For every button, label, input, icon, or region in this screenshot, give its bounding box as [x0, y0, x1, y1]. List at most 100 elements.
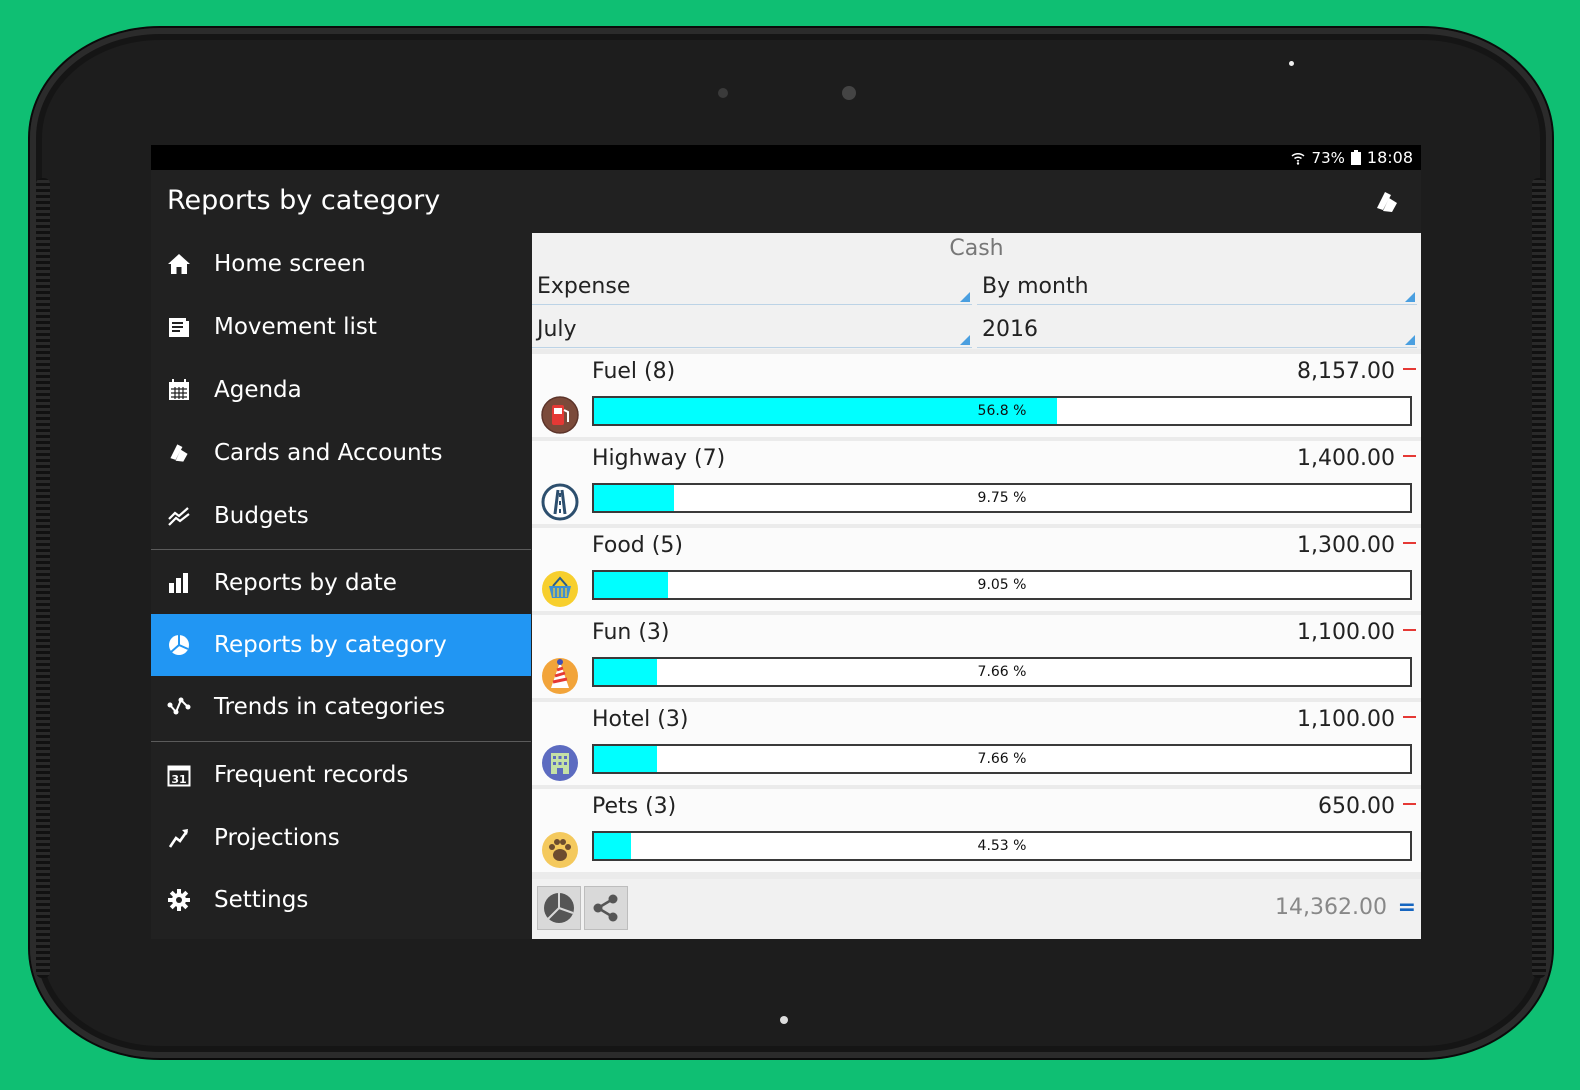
nav-label: Agenda [214, 377, 302, 403]
year-spinner[interactable]: 2016 [977, 309, 1417, 348]
filter-panel: Cash Expense By month July 2016 [532, 233, 1421, 349]
page-title: Reports by category [167, 185, 441, 216]
category-row[interactable]: Highway (7) 1,400.00 9.75 % [532, 441, 1421, 524]
nav-item-budgets[interactable]: Budgets [151, 485, 531, 547]
period-spinner[interactable]: By month [977, 266, 1417, 305]
percentage-fill [594, 572, 668, 598]
category-amount: 1,100.00 [1297, 620, 1395, 645]
clock: 18:08 [1366, 148, 1413, 167]
nav-item-trends-in-categories[interactable]: Trends in categories [151, 676, 531, 738]
minus-sign-icon [1403, 629, 1416, 631]
percentage-label: 56.8 % [977, 403, 1027, 419]
spinner-arrow-icon [1405, 335, 1415, 345]
app-bar: Reports by category [151, 170, 1421, 233]
cards-icon[interactable] [1373, 188, 1401, 216]
fuel-pump-icon [541, 396, 579, 434]
category-row[interactable]: Hotel (3) 1,100.00 7.66 % [532, 702, 1421, 785]
battery-icon [1350, 150, 1361, 165]
percentage-label: 4.53 % [977, 838, 1027, 854]
category-name: Food (5) [592, 533, 683, 558]
pie-chart-icon [166, 632, 192, 658]
share-icon [593, 894, 618, 922]
spinner-arrow-icon [960, 292, 970, 302]
total-equals-sign: = [1397, 895, 1416, 920]
category-amount: 1,100.00 [1297, 707, 1395, 732]
pie-chart-button[interactable] [537, 886, 581, 930]
speaker-grille-right [1532, 178, 1546, 978]
status-bar: 73% 18:08 [151, 145, 1421, 170]
category-name: Fuel (8) [592, 359, 676, 384]
percentage-label: 9.75 % [977, 490, 1027, 506]
nav-item-movement-list[interactable]: Movement list [151, 296, 531, 358]
nav-item-home-screen[interactable]: Home screen [151, 233, 531, 295]
nav-item-projections[interactable]: Projections [151, 807, 531, 869]
nav-item-agenda[interactable]: Agenda [151, 359, 531, 421]
party-hat-icon [542, 658, 578, 694]
bar-chart-icon [166, 570, 192, 596]
nav-divider [151, 741, 531, 742]
nav-label: Frequent records [214, 762, 409, 788]
nav-label: Settings [214, 887, 309, 913]
type-value: Expense [537, 274, 631, 299]
nav-item-frequent-records[interactable]: 31 Frequent records [151, 744, 531, 806]
basket-icon [542, 571, 578, 607]
minus-sign-icon [1403, 716, 1416, 718]
minus-sign-icon [1403, 455, 1416, 457]
home-dot [780, 1016, 788, 1024]
sensor-dot [718, 88, 728, 98]
category-amount: 1,400.00 [1297, 446, 1395, 471]
minus-sign-icon [1403, 542, 1416, 544]
nav-label: Movement list [214, 314, 377, 340]
calendar-icon [166, 377, 192, 403]
list-icon [166, 314, 192, 340]
nav-item-reports-by-date[interactable]: Reports by date [151, 552, 531, 614]
percentage-bar: 7.66 % [592, 744, 1412, 774]
report-panel: Cash Expense By month July 2016 Fuel (8)… [532, 233, 1421, 939]
percentage-label: 7.66 % [977, 664, 1027, 680]
nav-item-reports-by-category[interactable]: Reports by category [151, 614, 531, 676]
percentage-bar: 4.53 % [592, 831, 1412, 861]
budget-chart-icon [166, 503, 192, 529]
category-row[interactable]: Fuel (8) 8,157.00 56.8 % [532, 354, 1421, 437]
minus-sign-icon [1403, 368, 1416, 370]
spinner-arrow-icon [960, 335, 970, 345]
calendar-31-icon: 31 [166, 762, 192, 788]
period-value: By month [982, 274, 1089, 299]
home-icon [166, 251, 192, 277]
nav-label: Projections [214, 825, 340, 851]
month-spinner[interactable]: July [532, 309, 972, 348]
svg-text:31: 31 [171, 773, 186, 786]
category-row[interactable]: Fun (3) 1,100.00 7.66 % [532, 615, 1421, 698]
type-spinner[interactable]: Expense [532, 266, 972, 305]
category-name: Fun (3) [592, 620, 670, 645]
spinner-arrow-icon [1405, 292, 1415, 302]
category-name: Pets (3) [592, 794, 677, 819]
wifi-icon [1291, 152, 1305, 165]
percentage-bar: 7.66 % [592, 657, 1412, 687]
category-row[interactable]: Pets (3) 650.00 4.53 % [532, 789, 1421, 872]
total-amount: 14,362.00 [1275, 895, 1387, 920]
projection-icon [166, 825, 192, 851]
nav-item-cards-and-accounts[interactable]: Cards and Accounts [151, 422, 531, 484]
category-amount: 1,300.00 [1297, 533, 1395, 558]
month-value: July [537, 317, 577, 342]
nav-label: Home screen [214, 251, 366, 277]
nav-item-settings[interactable]: Settings [151, 869, 531, 931]
hotel-icon [542, 745, 578, 781]
percentage-fill [594, 485, 674, 511]
category-amount: 650.00 [1318, 794, 1395, 819]
category-list: Fuel (8) 8,157.00 56.8 % Highway (7) 1,4… [532, 349, 1421, 879]
percentage-bar: 9.05 % [592, 570, 1412, 600]
percentage-bar: 56.8 % [592, 396, 1412, 426]
percentage-label: 9.05 % [977, 577, 1027, 593]
cards-icon [166, 440, 192, 466]
nav-label: Reports by category [214, 632, 447, 658]
highway-icon [541, 483, 579, 521]
percentage-fill [594, 398, 1058, 424]
share-button[interactable] [584, 886, 628, 930]
category-amount: 8,157.00 [1297, 359, 1395, 384]
category-row[interactable]: Food (5) 1,300.00 9.05 % [532, 528, 1421, 611]
account-selector[interactable]: Cash [949, 236, 1004, 261]
year-value: 2016 [982, 317, 1038, 342]
category-name: Hotel (3) [592, 707, 689, 732]
